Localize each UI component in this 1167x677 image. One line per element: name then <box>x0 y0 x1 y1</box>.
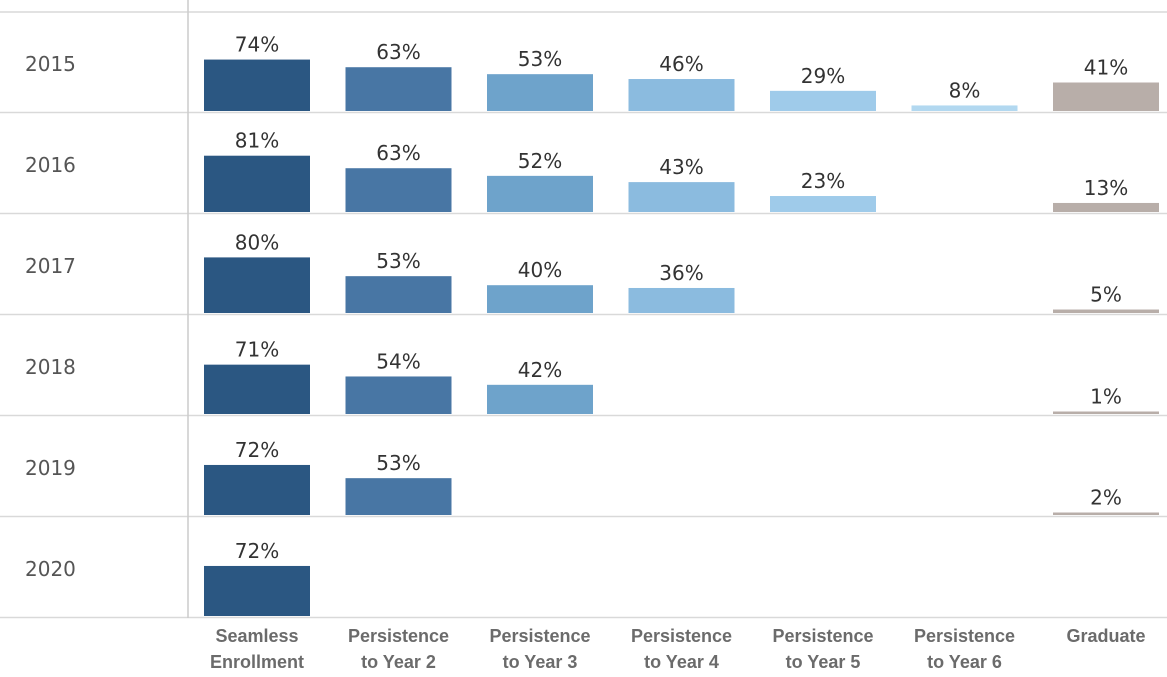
category-label-1: Persistence to Year 2 <box>348 626 449 672</box>
data-label-2018-col1: 54% <box>376 349 420 373</box>
category-label-3: Persistence to Year 4 <box>631 626 732 672</box>
category-label-0: Seamless Enrollment <box>210 626 304 672</box>
bar-2016-col1 <box>345 168 452 212</box>
data-label-2016-col0: 81% <box>235 129 279 153</box>
bar-2015-col4 <box>770 90 876 111</box>
row-label-2020: 2020 <box>25 557 76 581</box>
data-label-2019-col1: 53% <box>376 451 420 475</box>
bar-2019-col6 <box>1053 512 1159 515</box>
bar-2019-col0 <box>204 464 310 515</box>
data-label-2016-col4: 23% <box>801 169 845 193</box>
row-label-2018: 2018 <box>25 355 76 379</box>
data-label-2015-col4: 29% <box>801 64 845 88</box>
bar-2017-col1 <box>345 276 452 313</box>
bar-2018-col1 <box>345 376 452 414</box>
data-label-2017-col6: 5% <box>1090 283 1122 307</box>
category-label-2: Persistence to Year 3 <box>489 626 590 672</box>
data-label-2017-col3: 36% <box>659 261 703 285</box>
row-label-2017: 2017 <box>25 254 76 278</box>
category-label-4: Persistence to Year 5 <box>772 626 873 672</box>
bar-2015-col5 <box>911 105 1018 111</box>
data-label-2015-col0: 74% <box>235 33 279 57</box>
bar-2015-col2 <box>487 74 593 111</box>
bar-2015-col3 <box>628 79 735 111</box>
bar-2016-col4 <box>770 196 876 212</box>
bar-2018-col2 <box>487 384 593 414</box>
category-label-5: Persistence to Year 6 <box>914 626 1015 672</box>
bar-2017-col3 <box>628 287 735 313</box>
bar-2015-col1 <box>345 67 452 111</box>
data-label-2015-col6: 41% <box>1084 56 1128 80</box>
bar-2015-col0 <box>204 59 310 111</box>
data-label-2019-col6: 2% <box>1090 486 1122 510</box>
data-label-2016-col1: 63% <box>376 141 420 165</box>
bar-2017-col6 <box>1053 309 1159 313</box>
bar-2018-col0 <box>204 364 310 414</box>
bar-2016-col2 <box>487 175 593 212</box>
data-label-2020-col0: 72% <box>235 539 279 563</box>
data-label-2017-col0: 80% <box>235 230 279 254</box>
bar-2017-col0 <box>204 257 310 313</box>
bar-2016-col6 <box>1053 202 1159 212</box>
data-label-2017-col1: 53% <box>376 249 420 273</box>
data-label-2016-col3: 43% <box>659 155 703 179</box>
data-label-2015-col3: 46% <box>659 52 703 76</box>
row-label-2016: 2016 <box>25 153 76 177</box>
bar-2019-col1 <box>345 478 452 515</box>
data-label-2015-col5: 8% <box>949 78 981 102</box>
data-label-2018-col6: 1% <box>1090 385 1122 409</box>
data-label-2016-col6: 13% <box>1084 176 1128 200</box>
data-label-2015-col1: 63% <box>376 40 420 64</box>
bar-2016-col3 <box>628 182 735 212</box>
data-label-2016-col2: 52% <box>518 149 562 173</box>
row-label-2015: 2015 <box>25 52 76 76</box>
bar-2015-col6 <box>1053 82 1159 111</box>
category-label-6: Graduate <box>1066 626 1145 646</box>
data-label-2015-col2: 53% <box>518 47 562 71</box>
bar-2020-col0 <box>204 565 310 616</box>
row-label-2019: 2019 <box>25 456 76 480</box>
data-label-2017-col2: 40% <box>518 258 562 282</box>
data-label-2019-col0: 72% <box>235 438 279 462</box>
bar-2018-col6 <box>1053 411 1159 414</box>
data-label-2018-col0: 71% <box>235 338 279 362</box>
data-label-2018-col2: 42% <box>518 358 562 382</box>
bar-2016-col0 <box>204 155 310 212</box>
bar-2017-col2 <box>487 285 593 313</box>
